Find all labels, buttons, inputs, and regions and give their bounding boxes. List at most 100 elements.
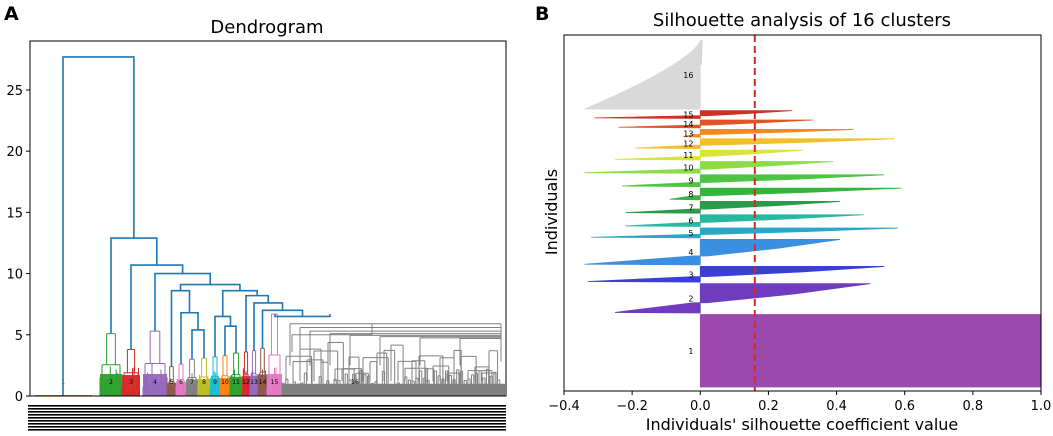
silhouette-frame — [563, 34, 1042, 392]
leaf-label-row — [28, 423, 506, 425]
y-tick-label: 5 — [15, 329, 23, 344]
cluster-2-leaves — [100, 373, 122, 396]
cluster-8-leaves — [198, 378, 210, 396]
dendrogram-title: Dendrogram — [210, 17, 323, 38]
cluster-2: 2 — [99, 333, 122, 396]
silhouette-fill-7 — [625, 201, 841, 214]
cluster-6-leaves — [176, 381, 186, 396]
silhouette-fill-3 — [587, 266, 885, 283]
cluster-label: 10 — [683, 163, 693, 172]
link-7-8 — [191, 329, 205, 360]
silhouette-axes: −0.4 −0.2 0.0 0.2 0.4 0.6 0.8 1.0 — [548, 34, 1052, 414]
cluster-16: 16 — [281, 323, 505, 396]
leaf-label-row — [28, 411, 506, 413]
x-tick-label: 1.0 — [1031, 399, 1052, 414]
cluster-number: 5 — [170, 379, 174, 386]
silhouette-cluster-15: 15 — [594, 110, 793, 120]
cluster-label: 1 — [688, 347, 693, 356]
x-tick-label: 0.6 — [894, 399, 915, 414]
x-tick-label: −0.4 — [548, 399, 580, 414]
link-root — [62, 56, 135, 396]
silhouette-fill-13 — [683, 129, 854, 138]
dendrogram-marks: 1 2 3 4 5 6 7 8 9 10 11 12 13 14 15 16 — [35, 56, 505, 397]
link-4 — [154, 272, 212, 332]
silhouette-fill-10 — [584, 161, 834, 174]
cluster-number: 7 — [190, 379, 194, 386]
cluster-number: 9 — [213, 379, 217, 386]
silhouette-panel: Silhouette analysis of 16 clusters Indiv… — [542, 10, 1051, 434]
cluster-number: 8 — [202, 379, 206, 386]
link-10-11 — [224, 325, 237, 356]
silhouette-cluster-1: 1 — [688, 314, 1042, 388]
cluster-10: 10 — [219, 355, 230, 396]
leaf-label-row — [28, 417, 506, 419]
silhouette-fill-14 — [618, 119, 813, 129]
y-tick-label: 15 — [6, 206, 23, 221]
cluster-label: 5 — [688, 229, 693, 238]
leaf-label-row — [28, 429, 506, 431]
cluster-12: 12 — [241, 351, 250, 396]
silhouette-fill-15 — [594, 110, 793, 119]
cluster-number: 14 — [259, 379, 267, 386]
cluster-14: 14 — [257, 347, 267, 396]
silhouette-cluster-8: 8 — [669, 187, 902, 201]
panel-label-b: B — [535, 3, 549, 25]
leaf-label-row — [28, 426, 506, 428]
silhouette-cluster-5: 5 — [591, 227, 898, 239]
cluster-15-leaves — [267, 373, 282, 396]
y-tick-label: 20 — [6, 145, 23, 160]
cluster-5: 5 — [166, 366, 176, 396]
silhouette-fill-6 — [625, 214, 864, 227]
cluster-label: 6 — [688, 217, 693, 226]
cluster-label: 2 — [688, 294, 693, 303]
x-tick-label: 0.8 — [963, 399, 984, 414]
silhouette-cluster-2: 2 — [615, 283, 871, 314]
cluster-label: 15 — [683, 111, 693, 120]
cluster-number: 13 — [250, 379, 258, 386]
link-13 — [253, 302, 284, 351]
silhouette-fill-2 — [615, 283, 871, 314]
silhouette-cluster-7: 7 — [625, 201, 841, 214]
cluster-4: 4 — [142, 330, 167, 396]
silhouette-fill-11 — [615, 149, 803, 161]
cluster-8: 8 — [197, 357, 210, 396]
cluster-number: 15 — [271, 379, 279, 386]
cluster-number: 10 — [221, 379, 229, 386]
link-6 — [180, 311, 199, 365]
cluster-label: 7 — [688, 203, 693, 212]
silhouette-cluster-12: 12 — [635, 138, 895, 150]
leaf-label-row — [28, 405, 506, 407]
cluster-label: 16 — [683, 71, 693, 80]
silhouette-fill-8 — [669, 187, 902, 201]
cluster-11: 11 — [229, 352, 242, 396]
silhouette-fill-9 — [621, 174, 885, 187]
silhouette-cluster-16: 16 — [584, 40, 703, 110]
cluster-label: 9 — [688, 177, 693, 186]
cluster-label: 13 — [683, 129, 693, 138]
cluster-11-leaves — [230, 376, 242, 396]
link-3 — [130, 264, 184, 350]
silhouette-fill-1 — [699, 314, 1042, 388]
y-tick-label: 0 — [15, 390, 23, 405]
silhouette-cluster-11: 11 — [615, 149, 803, 161]
cluster-number: 2 — [109, 379, 113, 386]
dendrogram-frame — [29, 40, 507, 397]
silhouette-fill-16 — [584, 40, 701, 110]
silhouette-ylabel: Individuals — [542, 169, 561, 255]
dendrogram-panel: Dendrogram 1 2 3 4 5 6 7 8 9 10 11 12 13 14 15 16 05101… — [6, 17, 507, 431]
panel-label-a: A — [4, 3, 19, 25]
cluster-number: 16 — [351, 379, 359, 386]
cluster-label: 14 — [683, 120, 693, 129]
x-tick-label: −0.2 — [616, 399, 648, 414]
y-tick-label: 25 — [6, 84, 23, 99]
link-9-12 — [221, 289, 258, 317]
cluster-3-leaves — [122, 375, 140, 396]
cluster-9-leaves — [210, 378, 220, 396]
leaf-label-row — [28, 414, 506, 416]
silhouette-cluster-6: 6 — [625, 214, 864, 227]
cluster-number: 12 — [242, 379, 250, 386]
silhouette-xlabel: Individuals' silhouette coefficient valu… — [646, 415, 959, 434]
